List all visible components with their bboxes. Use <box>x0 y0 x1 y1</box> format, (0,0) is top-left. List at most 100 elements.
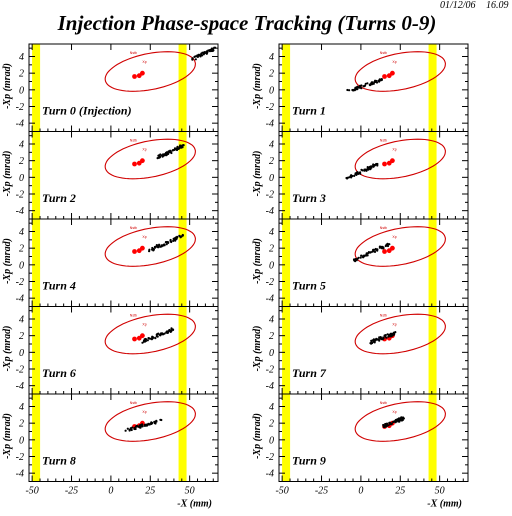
beam-point <box>376 248 379 251</box>
beam-point <box>394 331 397 334</box>
beam-point <box>154 337 157 340</box>
beam-point <box>387 424 390 427</box>
panel-6: Nstb Xp -4 -2 0 2 4 -Xp (mrad) Turn 6 <box>2 306 219 395</box>
panel-8: Nstb Xp -4 -2 0 2 4 -Xp (mrad) Turn 8 -50 -25 0 25 50… <box>2 393 219 510</box>
time-stamp: 16.09 <box>486 0 509 11</box>
septum-band <box>428 44 437 132</box>
y-tick-label: -4 <box>16 294 24 305</box>
beam-point <box>175 237 178 240</box>
panel-frame <box>28 306 219 395</box>
date-stamp: 01/12/06 <box>440 0 476 11</box>
stored-beam-point <box>140 158 145 164</box>
ellipse-mark: Nstb <box>380 51 387 55</box>
beam-point <box>151 246 154 250</box>
acceptance-ellipse <box>104 138 196 180</box>
y-tick-label: -2 <box>266 102 274 113</box>
beam-point <box>194 58 197 61</box>
panel-label: Turn 0 (Injection) <box>42 104 132 118</box>
beam-point <box>371 339 374 342</box>
septum-band <box>282 44 291 132</box>
ellipse-mark: Xp <box>142 323 146 327</box>
beam-point <box>126 427 129 430</box>
stored-beam-point <box>132 336 137 342</box>
acceptance-ellipse <box>354 226 446 267</box>
septum-band <box>428 306 437 394</box>
septum-band <box>282 306 291 394</box>
x-tick-label: 0 <box>358 486 363 497</box>
beam-point <box>148 423 151 426</box>
beam-point <box>205 52 208 55</box>
ellipse-mark: Xp <box>392 323 396 327</box>
beam-point <box>372 164 375 167</box>
x-axis-label: -X (mm) <box>177 499 212 510</box>
beam-point <box>377 79 380 82</box>
beam-point <box>161 155 164 158</box>
y-tick-label: 4 <box>19 52 24 63</box>
y-tick-label: -2 <box>16 452 24 463</box>
acceptance-ellipse <box>354 51 446 92</box>
beam-point <box>358 85 361 88</box>
y-axis-label: -Xp (mrad) <box>2 413 13 459</box>
acceptance-ellipse <box>354 313 446 355</box>
beam-point <box>162 333 165 336</box>
beam-point <box>365 253 368 256</box>
acceptance-ellipse <box>354 138 446 180</box>
panel-5: Nstb Xp -4 -2 0 2 4 -Xp (mrad) Turn 5 <box>252 218 469 307</box>
beam-point <box>352 89 355 92</box>
ellipse-mark: Xp <box>392 235 396 239</box>
beam-point <box>130 428 133 432</box>
beam-point <box>374 248 377 251</box>
beam-point <box>139 424 142 427</box>
beam-point <box>199 54 202 58</box>
stored-beam-point <box>382 249 387 254</box>
beam-point <box>169 150 172 153</box>
panel-frame <box>28 43 219 132</box>
septum-band <box>282 131 291 219</box>
beam-point <box>163 243 166 246</box>
y-axis-label: -Xp (mrad) <box>252 63 263 109</box>
beam-point <box>353 259 356 262</box>
beam-point <box>366 167 370 170</box>
stored-beam-point <box>382 161 387 167</box>
beam-point <box>173 148 176 151</box>
y-tick-label: 4 <box>19 402 24 413</box>
beam-point <box>354 88 357 91</box>
x-tick-label: 0 <box>108 486 113 497</box>
beam-point <box>158 243 161 246</box>
ellipse-mark: Nstb <box>380 226 387 230</box>
y-tick-label: -2 <box>16 365 24 376</box>
stored-beam-point <box>390 245 395 251</box>
y-tick-label: -4 <box>266 119 274 130</box>
x-tick-label: -25 <box>315 486 328 497</box>
ellipse-mark: Nstb <box>380 139 387 143</box>
y-tick-label: 2 <box>19 419 24 430</box>
panel-label: Turn 5 <box>292 279 326 293</box>
beam-point <box>386 333 389 336</box>
beam-point <box>364 84 367 87</box>
stored-beam-point <box>390 70 395 76</box>
beam-point <box>165 243 168 246</box>
y-tick-label: -2 <box>16 190 24 201</box>
beam-point <box>201 51 204 54</box>
beam-point <box>397 418 400 421</box>
x-tick-label: -25 <box>65 486 78 497</box>
septum-band <box>32 219 41 307</box>
beam-point <box>382 336 385 339</box>
beam-point <box>380 78 383 81</box>
stored-beam-point <box>132 249 137 254</box>
septum-band <box>178 306 187 394</box>
beam-point <box>202 51 206 54</box>
y-tick-label: 0 <box>269 435 274 446</box>
ellipse-mark: Nstb <box>380 401 387 405</box>
y-tick-label: -2 <box>266 277 274 288</box>
beam-point <box>142 339 146 342</box>
y-tick-label: 2 <box>19 244 24 255</box>
beam-point <box>350 176 353 179</box>
beam-point <box>363 254 366 257</box>
beam-point <box>145 338 148 341</box>
y-tick-label: 2 <box>269 69 274 80</box>
septum-band <box>32 306 41 394</box>
panel-frame <box>28 393 219 482</box>
beam-point <box>370 82 374 85</box>
panel-3: Nstb Xp -4 -2 0 2 4 -Xp (mrad) Turn 3 <box>252 131 469 220</box>
